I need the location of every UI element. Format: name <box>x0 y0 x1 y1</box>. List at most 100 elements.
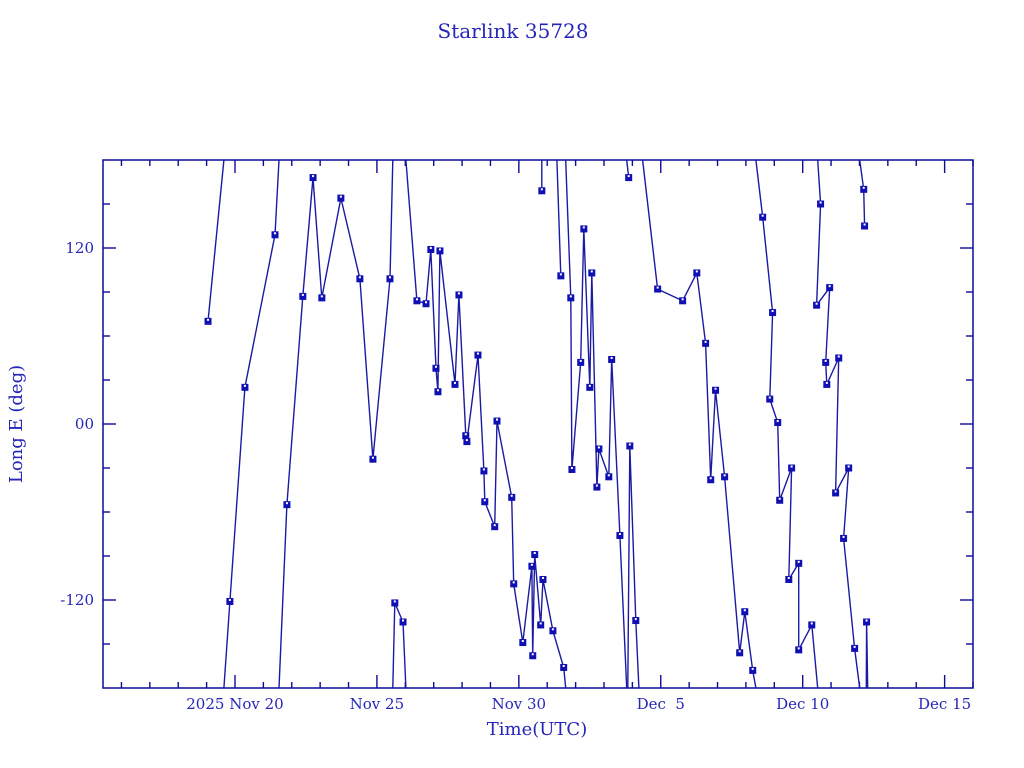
track-segment <box>641 159 757 689</box>
y-tick-label: 120 <box>65 239 94 257</box>
track-segment <box>405 159 567 689</box>
data-point-marker <box>702 339 710 347</box>
data-point-marker <box>759 213 767 221</box>
data-point-marker <box>434 388 442 396</box>
data-point-marker-hole <box>493 524 496 527</box>
track-segment <box>859 159 866 227</box>
data-point-marker <box>588 269 596 277</box>
data-point-marker <box>241 383 249 391</box>
data-point-marker <box>832 489 840 497</box>
data-point-marker <box>386 275 394 283</box>
data-point-marker <box>318 294 326 302</box>
data-point-marker <box>769 309 777 317</box>
track-segment <box>565 159 628 689</box>
data-point-marker <box>537 621 545 629</box>
track-segment <box>815 159 861 689</box>
axis-ticks <box>103 160 974 688</box>
chart-title: Starlink 35728 <box>438 19 589 43</box>
data-point-marker <box>808 621 816 629</box>
data-point-marker <box>528 562 536 570</box>
data-point-marker-hole <box>570 466 573 469</box>
data-point-marker <box>823 380 831 388</box>
data-point-marker <box>693 269 701 277</box>
data-point-marker <box>835 354 843 362</box>
data-point-marker <box>299 292 307 300</box>
data-point-marker-hole <box>768 396 771 399</box>
x-tick-label: Dec 15 <box>918 695 971 713</box>
data-point-marker <box>427 245 435 253</box>
data-point-marker <box>822 358 830 366</box>
data-point-marker <box>422 300 430 308</box>
data-point-marker-hole <box>464 433 467 436</box>
data-point-marker <box>721 473 729 481</box>
data-point-marker-hole <box>819 201 822 204</box>
data-point-marker-hole <box>530 563 533 566</box>
axis-tick-labels: 2025 Nov 20 Nov 25 Nov 30 Dec 5 Dec 10 Dec 15… <box>60 239 971 713</box>
data-point-marker <box>654 285 662 293</box>
data-point-marker-hole <box>301 293 304 296</box>
data-point-marker-hole <box>681 298 684 301</box>
plot-frame <box>102 159 974 689</box>
data-point-marker-hole <box>695 270 698 273</box>
data-point-marker-hole <box>863 223 866 226</box>
data-point-marker <box>531 551 539 559</box>
data-point-marker-hole <box>842 535 845 538</box>
data-point-marker-hole <box>847 465 850 468</box>
data-point-marker-hole <box>771 310 774 313</box>
data-point-marker-hole <box>533 552 536 555</box>
data-point-markers <box>204 174 871 674</box>
data-point-marker-hole <box>388 276 391 279</box>
data-point-marker <box>529 652 537 660</box>
data-point-marker-hole <box>312 175 315 178</box>
data-point-marker-hole <box>371 456 374 459</box>
data-point-marker-hole <box>482 468 485 471</box>
data-point-marker <box>283 501 291 509</box>
data-point-marker <box>226 597 234 605</box>
data-point-marker-hole <box>834 490 837 493</box>
track-segment <box>865 621 869 689</box>
data-point-marker <box>508 493 516 501</box>
data-point-marker-hole <box>797 647 800 650</box>
data-point-marker <box>539 575 547 583</box>
data-point-marker <box>795 559 803 567</box>
data-point-marker <box>567 294 575 302</box>
data-point-marker-hole <box>828 285 831 288</box>
data-point-marker <box>712 386 720 394</box>
y-tick-label: -120 <box>60 591 94 609</box>
data-point-marker <box>549 627 557 635</box>
data-point-marker <box>309 174 317 182</box>
data-point-marker <box>337 194 345 202</box>
data-point-marker-hole <box>810 622 813 625</box>
data-point-marker <box>595 445 603 453</box>
data-point-marker-hole <box>243 384 246 387</box>
data-point-marker-hole <box>358 276 361 279</box>
plot-frame-border <box>102 159 974 689</box>
data-point-marker-hole <box>815 302 818 305</box>
data-point-marker <box>788 464 796 472</box>
data-point-marker-hole <box>531 653 534 656</box>
data-point-marker-hole <box>618 532 621 535</box>
data-point-marker-hole <box>723 474 726 477</box>
data-point-marker <box>863 618 871 626</box>
track-segment <box>223 159 280 689</box>
data-point-marker <box>580 225 588 233</box>
data-point-marker-hole <box>540 188 543 191</box>
data-point-marker <box>568 465 576 473</box>
data-point-marker <box>480 467 488 475</box>
data-point-marker-hole <box>274 232 277 235</box>
data-point-marker-hole <box>627 175 630 178</box>
data-point-marker-hole <box>790 465 793 468</box>
data-point-marker <box>586 383 594 391</box>
data-point-marker-hole <box>510 494 513 497</box>
data-point-marker-hole <box>207 318 210 321</box>
data-point-marker-hole <box>559 273 562 276</box>
data-point-marker-hole <box>787 576 790 579</box>
data-point-marker-hole <box>562 664 565 667</box>
data-point-marker <box>451 380 459 388</box>
data-point-marker <box>616 531 624 539</box>
data-point-marker <box>741 608 749 616</box>
data-point-marker <box>817 200 825 208</box>
data-point-marker <box>491 523 499 531</box>
data-point-marker <box>557 272 565 280</box>
